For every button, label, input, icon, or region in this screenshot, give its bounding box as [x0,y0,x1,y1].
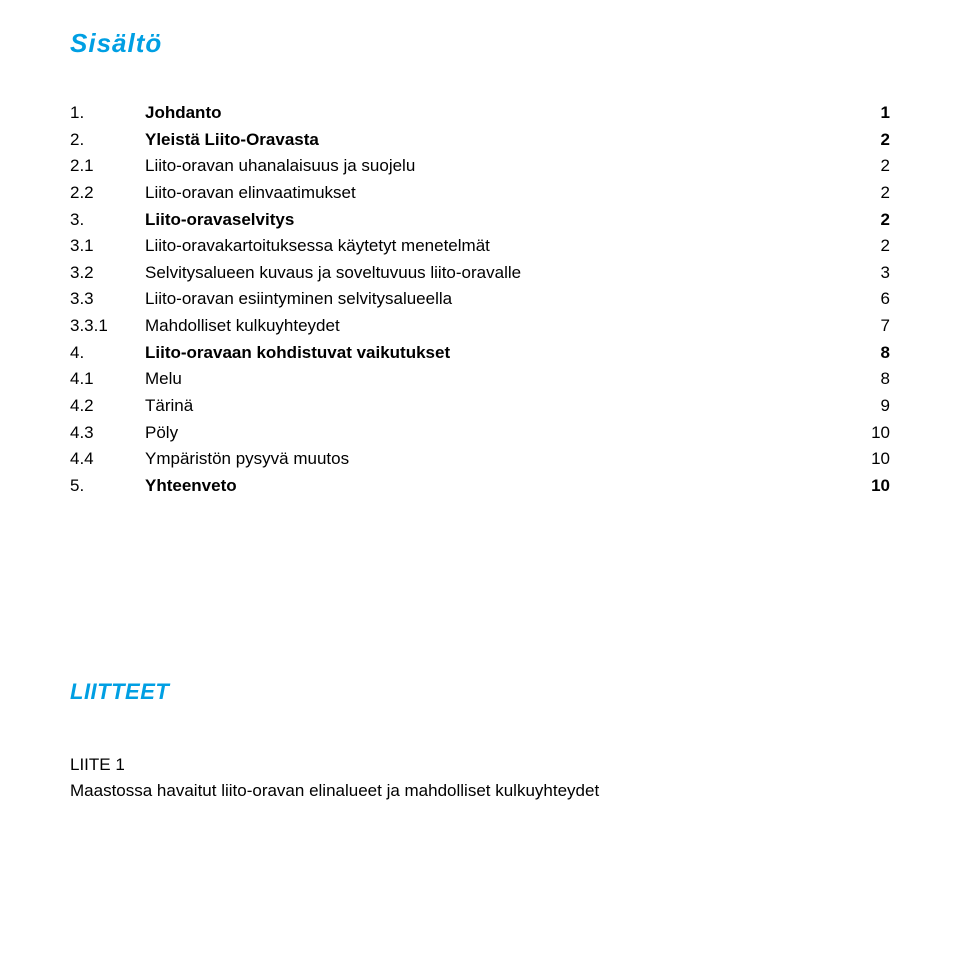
toc-page-number: 2 [850,234,890,259]
toc-page-number: 7 [850,314,890,339]
appendix-heading: LIITTEET [70,679,890,705]
toc-page-number: 2 [850,208,890,233]
toc-row: 3.3.1Mahdolliset kulkuyhteydet7 [70,314,890,339]
toc-label: Liito-oravakartoituksessa käytetyt menet… [145,234,850,259]
appendix-item-label: LIITE 1 [70,753,890,778]
toc-page-number: 2 [850,154,890,179]
toc-label: Johdanto [145,101,850,126]
toc-row: 2.1Liito-oravan uhanalaisuus ja suojelu2 [70,154,890,179]
toc-label: Tärinä [145,394,850,419]
table-of-contents: 1.Johdanto12.Yleistä Liito-Oravasta22.1L… [70,101,890,499]
toc-number: 3.1 [70,234,145,259]
toc-number: 3.3.1 [70,314,145,339]
toc-row: 4.3Pöly10 [70,421,890,446]
toc-page-number: 8 [850,367,890,392]
toc-number: 4.2 [70,394,145,419]
toc-label: Liito-oravaselvitys [145,208,850,233]
toc-number: 4.1 [70,367,145,392]
toc-number: 4. [70,341,145,366]
toc-row: 3.3Liito-oravan esiintyminen selvitysalu… [70,287,890,312]
toc-page-number: 3 [850,261,890,286]
toc-label: Liito-oravaan kohdistuvat vaikutukset [145,341,850,366]
toc-label: Liito-oravan uhanalaisuus ja suojelu [145,154,850,179]
toc-page-number: 8 [850,341,890,366]
toc-page-number: 10 [850,421,890,446]
toc-row: 4.1Melu8 [70,367,890,392]
toc-row: 4.Liito-oravaan kohdistuvat vaikutukset8 [70,341,890,366]
toc-row: 3.Liito-oravaselvitys2 [70,208,890,233]
toc-page-number: 6 [850,287,890,312]
toc-page-number: 9 [850,394,890,419]
toc-row: 3.1Liito-oravakartoituksessa käytetyt me… [70,234,890,259]
page-title: Sisältö [70,28,890,59]
toc-label: Pöly [145,421,850,446]
toc-number: 2.1 [70,154,145,179]
toc-row: 4.2Tärinä9 [70,394,890,419]
toc-row: 3.2Selvitysalueen kuvaus ja soveltuvuus … [70,261,890,286]
appendix-list: LIITE 1Maastossa havaitut liito-oravan e… [70,753,890,804]
toc-number: 1. [70,101,145,126]
toc-row: 5.Yhteenveto10 [70,474,890,499]
toc-label: Ympäristön pysyvä muutos [145,447,850,472]
toc-number: 2.2 [70,181,145,206]
toc-label: Selvitysalueen kuvaus ja soveltuvuus lii… [145,261,850,286]
document-page: Sisältö 1.Johdanto12.Yleistä Liito-Orava… [0,0,960,965]
toc-number: 4.4 [70,447,145,472]
toc-label: Yhteenveto [145,474,850,499]
toc-label: Liito-oravan esiintyminen selvitysalueel… [145,287,850,312]
toc-number: 3.3 [70,287,145,312]
appendix-item-text: Maastossa havaitut liito-oravan elinalue… [70,779,890,804]
toc-label: Liito-oravan elinvaatimukset [145,181,850,206]
toc-page-number: 2 [850,181,890,206]
toc-number: 3. [70,208,145,233]
toc-page-number: 10 [850,447,890,472]
toc-number: 2. [70,128,145,153]
toc-number: 4.3 [70,421,145,446]
toc-number: 5. [70,474,145,499]
toc-label: Yleistä Liito-Oravasta [145,128,850,153]
toc-label: Melu [145,367,850,392]
toc-page-number: 10 [850,474,890,499]
toc-row: 1.Johdanto1 [70,101,890,126]
toc-label: Mahdolliset kulkuyhteydet [145,314,850,339]
toc-page-number: 2 [850,128,890,153]
toc-row: 2.Yleistä Liito-Oravasta2 [70,128,890,153]
toc-number: 3.2 [70,261,145,286]
toc-row: 4.4Ympäristön pysyvä muutos10 [70,447,890,472]
toc-page-number: 1 [850,101,890,126]
toc-row: 2.2Liito-oravan elinvaatimukset2 [70,181,890,206]
